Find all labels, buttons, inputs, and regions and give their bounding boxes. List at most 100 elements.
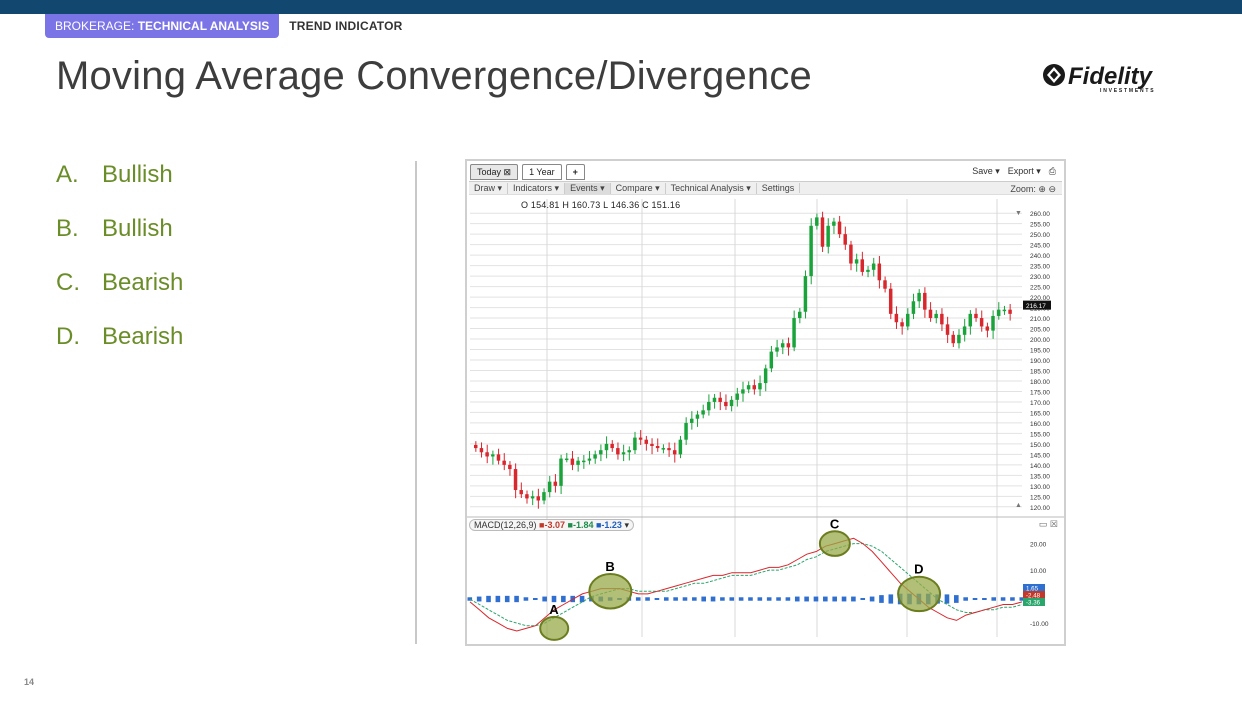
histogram-bar <box>514 595 519 603</box>
histogram-bar <box>804 596 809 602</box>
price-tick-label: 170.00 <box>1030 400 1050 407</box>
price-tick-label: 120.00 <box>1030 505 1050 512</box>
top-accent-bar <box>0 0 1242 14</box>
candle-body <box>786 343 791 348</box>
page-title: Moving Average Convergence/Divergence <box>56 54 812 98</box>
candle-body <box>996 309 1001 316</box>
histogram-bar <box>710 596 716 602</box>
histogram-bar <box>701 596 706 602</box>
histogram-bar <box>776 597 781 601</box>
histogram-bar <box>561 595 566 603</box>
chart-tabs: Today ⊠ 1 Year + <box>470 164 589 180</box>
dropdown-chevron-icon[interactable]: ▾ <box>624 520 629 530</box>
histogram-bar <box>579 595 585 603</box>
histogram-bar <box>682 597 688 601</box>
candle-body <box>633 437 637 451</box>
histogram-bar <box>692 597 697 601</box>
macd-swatch-red: ■ <box>539 520 545 530</box>
stock-chart: 260.00 255.00 250.00 245.00 240.00 235.00 230.… <box>467 199 1064 641</box>
candle-body <box>758 383 762 390</box>
candle-body <box>616 448 620 455</box>
candle-body <box>769 351 774 369</box>
histogram-bar <box>532 598 538 600</box>
menu-indicators[interactable]: Indicators ▾ <box>508 182 566 194</box>
candle-body <box>832 221 836 226</box>
candle-body <box>678 439 683 455</box>
candle-body <box>974 313 978 319</box>
price-tick-label: 180.00 <box>1030 379 1050 386</box>
annotation-label-c: C <box>830 516 840 531</box>
candle-body <box>968 313 973 327</box>
page-number: 14 <box>24 677 35 687</box>
zoom-label: Zoom: <box>1010 184 1036 194</box>
menu-draw[interactable]: Draw ▾ <box>469 182 509 194</box>
candle-body <box>559 458 563 486</box>
annotation-label-d: D <box>914 562 923 577</box>
menu-technical-analysis[interactable]: Technical Analysis ▾ <box>666 182 757 194</box>
candle-body <box>542 492 546 501</box>
candle-body <box>752 385 757 390</box>
candle-body <box>593 454 597 459</box>
histogram-bar <box>467 597 473 601</box>
price-tick-label: 240.00 <box>1030 253 1050 260</box>
histogram-bar <box>972 598 978 600</box>
candle-body <box>923 292 927 310</box>
annotation-circle-d <box>897 575 942 613</box>
price-tick-label: 220.00 <box>1030 295 1050 302</box>
macd-swatch-blue: ■ <box>595 520 602 530</box>
candle-body <box>582 460 586 463</box>
histogram-bar <box>813 596 819 602</box>
zoom-out-icon[interactable]: ⊖ <box>1048 184 1056 194</box>
candle-body <box>610 443 614 449</box>
candle-body <box>530 496 535 499</box>
candle-body <box>991 315 995 331</box>
save-button[interactable]: Save ▾ <box>972 166 1000 176</box>
zoom-controls: Zoom: ⊕ ⊖ <box>1010 182 1056 196</box>
macd-legend: MACD(12,26,9) ■-3.07 ■-1.84 ■-1.23 ▾ <box>469 519 634 531</box>
close-icon[interactable]: ☒ <box>1049 519 1058 529</box>
histogram-bar <box>748 597 753 601</box>
export-button[interactable]: Export ▾ <box>1007 166 1041 176</box>
zoom-in-icon[interactable]: ⊕ <box>1038 184 1046 194</box>
breadcrumb-current: TREND INDICATOR <box>289 19 403 33</box>
menu-settings[interactable]: Settings <box>757 183 801 193</box>
histogram-bar <box>982 598 987 600</box>
candle-body <box>763 368 768 384</box>
candle-body <box>525 494 529 499</box>
candle-body <box>690 418 694 423</box>
chart-screenshot: 260.00 255.00 250.00 245.00 240.00 235.00 230.… <box>465 159 1066 646</box>
histogram-bar <box>860 598 866 600</box>
price-tick-label: 195.00 <box>1030 348 1050 355</box>
tab-today[interactable]: Today ⊠ <box>470 164 519 180</box>
histogram-bar <box>663 597 669 601</box>
add-tab-button[interactable]: + <box>565 164 585 180</box>
macd-tick-label: 20.00 <box>1030 542 1047 549</box>
candle-body <box>479 448 484 453</box>
candle-body <box>883 280 887 289</box>
candle-body <box>843 234 847 245</box>
histogram-bar <box>785 597 791 601</box>
price-tick-label: 165.00 <box>1030 410 1050 417</box>
macd-tick-label: 10.00 <box>1030 568 1047 575</box>
scroll-down-icon: ▼ <box>1015 210 1022 217</box>
annotation-label-a: A <box>549 602 559 617</box>
macd-label: MACD(12,26,9) <box>474 520 537 530</box>
candle-body <box>474 444 478 449</box>
menu-events[interactable]: Events ▾ <box>565 182 611 194</box>
answer-text: Bearish <box>102 269 184 296</box>
histogram-bar <box>823 596 828 602</box>
price-tick-label: 230.00 <box>1030 274 1050 281</box>
candle-body <box>604 443 609 451</box>
menu-compare[interactable]: Compare ▾ <box>611 182 666 194</box>
histogram-bar <box>635 597 641 601</box>
minimize-icon[interactable]: ▭ <box>1038 519 1048 529</box>
breadcrumb-prefix: BROKERAGE: <box>55 19 135 33</box>
histogram-bar <box>757 597 763 601</box>
macd-flag-label: -2.48 <box>1026 593 1041 600</box>
answer-text: Bearish <box>102 323 184 350</box>
histogram-bar <box>851 596 856 602</box>
candle-body <box>627 450 631 453</box>
tab-1-year[interactable]: 1 Year <box>522 164 562 180</box>
print-icon[interactable]: ⎙ <box>1048 166 1056 176</box>
price-tick-label: 185.00 <box>1030 368 1050 375</box>
